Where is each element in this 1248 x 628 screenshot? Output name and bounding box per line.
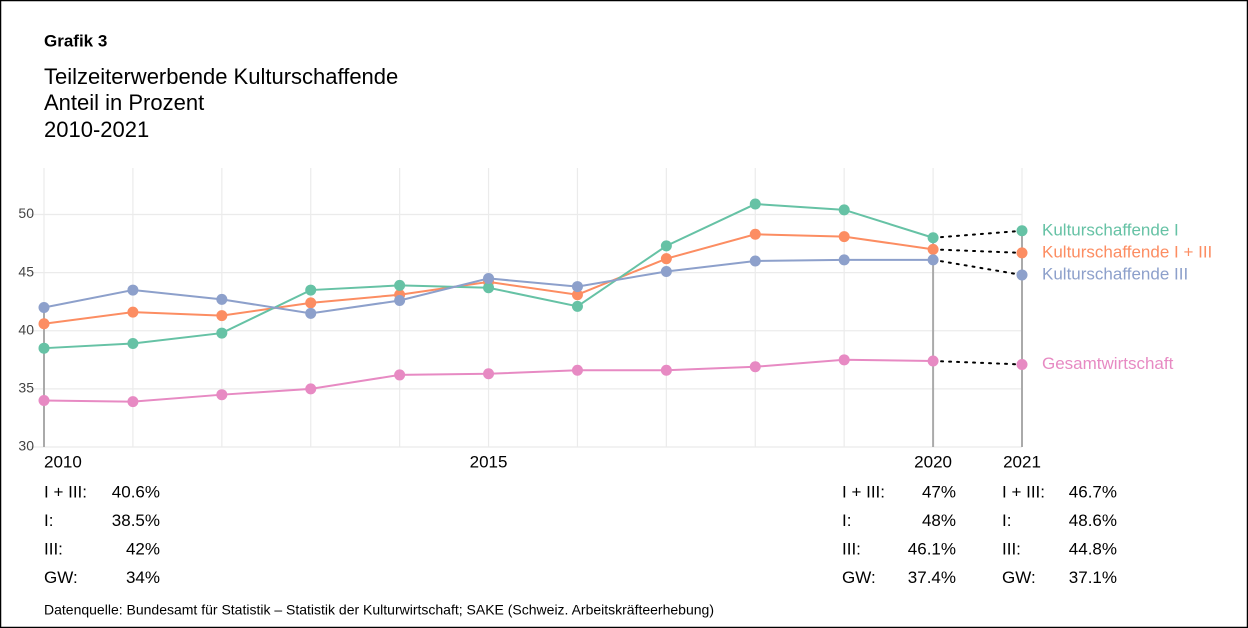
point	[749, 361, 761, 373]
y-tick-label: 50	[18, 205, 34, 221]
point	[394, 295, 406, 307]
annotation-label: I + III:	[842, 482, 885, 501]
point	[127, 396, 139, 408]
annotation-value: 46.7%	[1069, 482, 1117, 501]
x-tick-label: 2020	[914, 452, 952, 471]
point	[571, 289, 583, 301]
annotation-label: GW:	[44, 568, 78, 587]
point	[1016, 225, 1028, 237]
point	[749, 228, 761, 240]
projection-line	[932, 258, 1023, 276]
point	[571, 364, 583, 376]
annotation-label: III:	[842, 539, 861, 558]
point	[1016, 269, 1028, 281]
point	[483, 272, 495, 284]
point	[38, 318, 50, 330]
annotation-value: 48%	[922, 511, 956, 530]
point	[127, 284, 139, 296]
point	[127, 338, 139, 350]
point	[749, 198, 761, 210]
point	[305, 307, 317, 319]
point	[838, 354, 850, 366]
y-tick-label: 45	[18, 263, 34, 279]
projection-line	[932, 248, 1023, 254]
x-tick-label: 2015	[470, 452, 508, 471]
annotation-value: 37.4%	[908, 568, 956, 587]
point	[927, 355, 939, 367]
point	[38, 395, 50, 406]
annotation-value: 48.6%	[1069, 511, 1117, 530]
source: Datenquelle: Bundesamt für Statistik – S…	[44, 602, 714, 618]
subtitle: Teilzeiterwerbende Kulturschaffende	[44, 64, 398, 89]
point	[660, 265, 672, 277]
annotation-label: GW:	[1002, 568, 1036, 587]
point	[38, 302, 50, 313]
annotation-label: III:	[44, 539, 63, 558]
point	[483, 282, 495, 294]
point	[127, 306, 139, 318]
x-tick-label: 2010	[44, 452, 82, 471]
legend-label: Gesamtwirtschaft	[1042, 354, 1174, 373]
annotation-value: 34%	[126, 568, 160, 587]
point	[838, 204, 850, 216]
point	[660, 240, 672, 252]
subtitle: 2010-2021	[44, 117, 149, 142]
point	[838, 231, 850, 243]
annotation-value: 44.8%	[1069, 539, 1117, 558]
annotation-value: 46.1%	[908, 539, 956, 558]
projection-line	[932, 359, 1023, 366]
point	[571, 300, 583, 312]
point	[660, 364, 672, 376]
annotation-label: I:	[1002, 511, 1011, 530]
point	[305, 297, 317, 309]
point	[483, 368, 495, 380]
legend-label: Kulturschaffende III	[1042, 264, 1188, 283]
legend-label: Kulturschaffende I + III	[1042, 242, 1212, 261]
point	[305, 284, 317, 296]
point	[927, 254, 939, 266]
point	[38, 342, 50, 354]
annotation-label: III:	[1002, 539, 1021, 558]
point	[571, 281, 583, 293]
point	[216, 293, 228, 305]
annotation-value: 40.6%	[112, 482, 160, 501]
chart-title: Grafik 3	[44, 31, 107, 50]
annotation-label: I + III:	[1002, 482, 1045, 501]
point	[838, 254, 850, 266]
annotation-label: I:	[842, 511, 851, 530]
annotation-value: 47%	[922, 482, 956, 501]
annotation-value: 37.1%	[1069, 568, 1117, 587]
annotation-value: 38.5%	[112, 511, 160, 530]
point	[1016, 358, 1028, 370]
point	[927, 232, 939, 244]
point	[394, 369, 406, 381]
point	[216, 389, 228, 401]
x-tick-label: 2021	[1003, 452, 1041, 471]
annotation-label: I + III:	[44, 482, 87, 501]
point	[660, 253, 672, 265]
point	[394, 279, 406, 291]
point	[927, 243, 939, 255]
point	[305, 383, 317, 395]
annotation-value: 42%	[126, 539, 160, 558]
point	[749, 255, 761, 267]
projection-line	[932, 229, 1023, 239]
y-tick-label: 40	[18, 321, 34, 337]
subtitle: Anteil in Prozent	[44, 90, 204, 115]
annotation-label: I:	[44, 511, 53, 530]
point	[216, 327, 228, 339]
point	[216, 310, 228, 322]
y-tick-label: 30	[18, 438, 34, 454]
y-tick-label: 35	[18, 380, 34, 396]
legend-label: Kulturschaffende I	[1042, 220, 1179, 239]
annotation-label: GW:	[842, 568, 876, 587]
point	[1016, 247, 1028, 259]
